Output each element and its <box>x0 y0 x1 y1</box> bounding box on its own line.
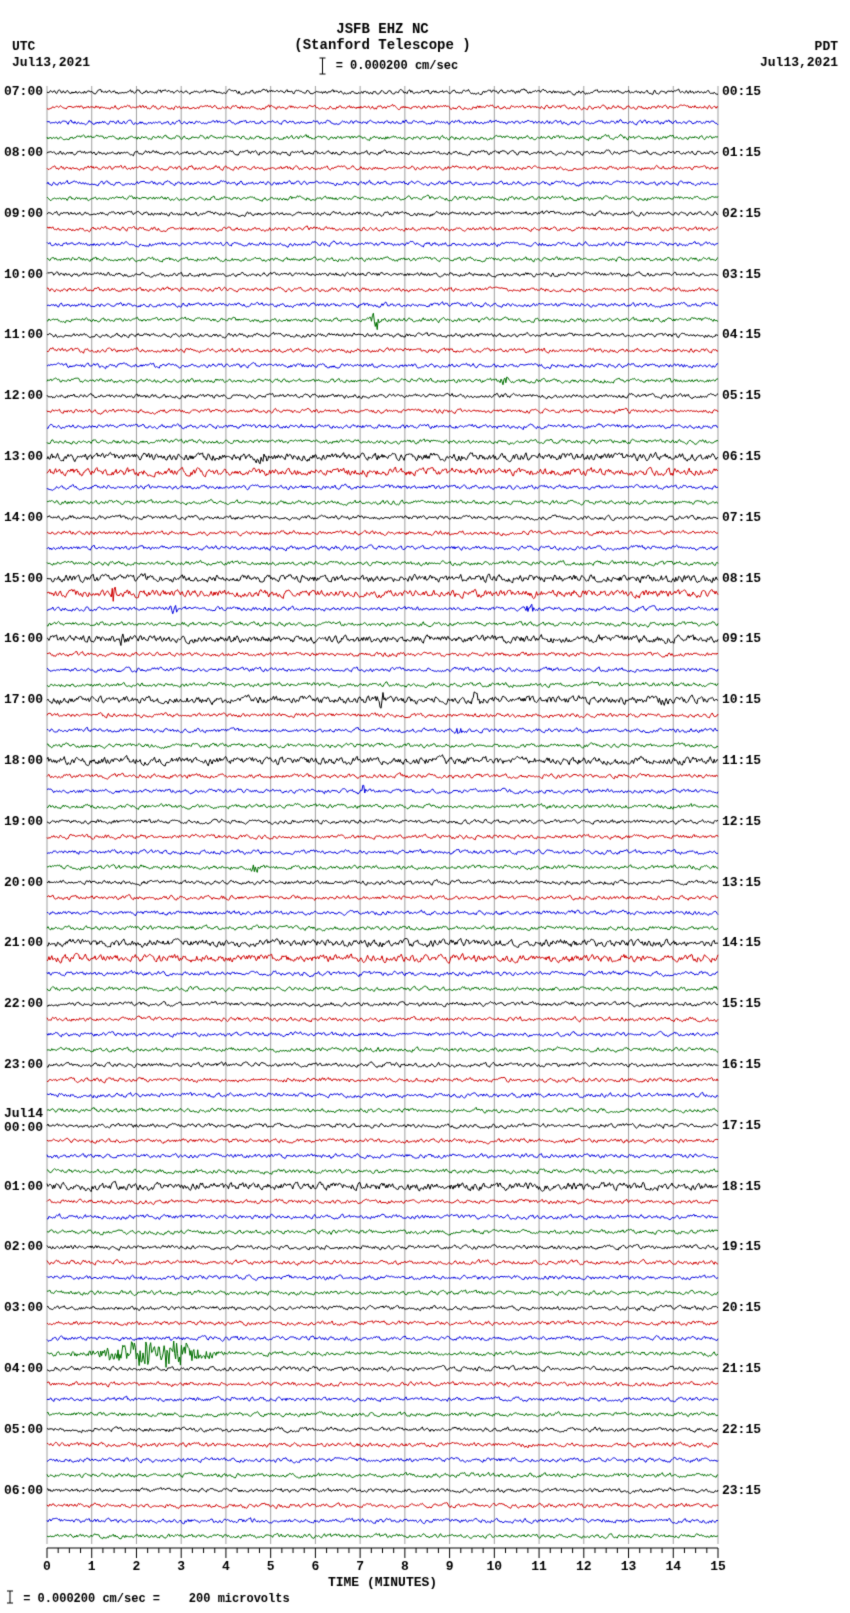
seismogram-plot <box>0 0 850 1613</box>
seismogram-canvas <box>0 0 850 1613</box>
